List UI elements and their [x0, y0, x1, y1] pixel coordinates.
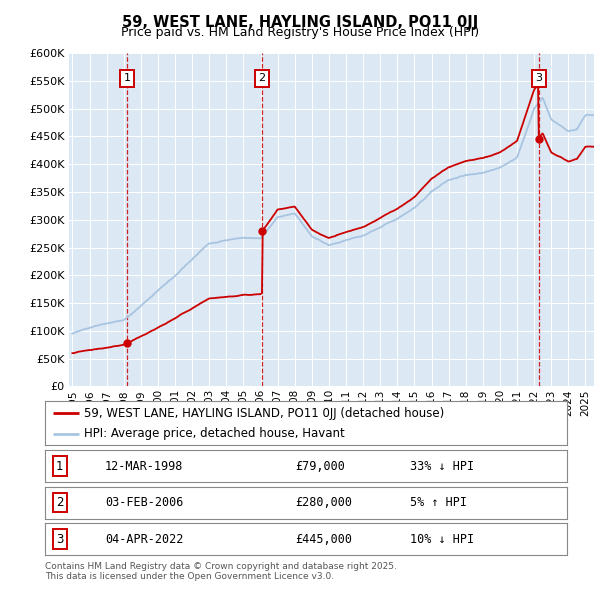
Text: 3: 3: [535, 73, 542, 83]
Text: 03-FEB-2006: 03-FEB-2006: [105, 496, 184, 509]
Text: 04-APR-2022: 04-APR-2022: [105, 533, 184, 546]
Text: 33% ↓ HPI: 33% ↓ HPI: [410, 460, 475, 473]
Text: Price paid vs. HM Land Registry's House Price Index (HPI): Price paid vs. HM Land Registry's House …: [121, 26, 479, 39]
Text: HPI: Average price, detached house, Havant: HPI: Average price, detached house, Hava…: [84, 427, 345, 440]
Text: 1: 1: [56, 460, 64, 473]
Text: £280,000: £280,000: [296, 496, 353, 509]
Text: Contains HM Land Registry data © Crown copyright and database right 2025.
This d: Contains HM Land Registry data © Crown c…: [45, 562, 397, 581]
Text: 1: 1: [124, 73, 131, 83]
Text: 10% ↓ HPI: 10% ↓ HPI: [410, 533, 475, 546]
Text: £445,000: £445,000: [296, 533, 353, 546]
Text: 59, WEST LANE, HAYLING ISLAND, PO11 0JJ: 59, WEST LANE, HAYLING ISLAND, PO11 0JJ: [122, 15, 478, 30]
Text: £79,000: £79,000: [296, 460, 346, 473]
Text: 3: 3: [56, 533, 64, 546]
Text: 5% ↑ HPI: 5% ↑ HPI: [410, 496, 467, 509]
Text: 12-MAR-1998: 12-MAR-1998: [105, 460, 184, 473]
Text: 2: 2: [56, 496, 64, 509]
Text: 59, WEST LANE, HAYLING ISLAND, PO11 0JJ (detached house): 59, WEST LANE, HAYLING ISLAND, PO11 0JJ …: [84, 407, 445, 419]
Text: 2: 2: [259, 73, 266, 83]
